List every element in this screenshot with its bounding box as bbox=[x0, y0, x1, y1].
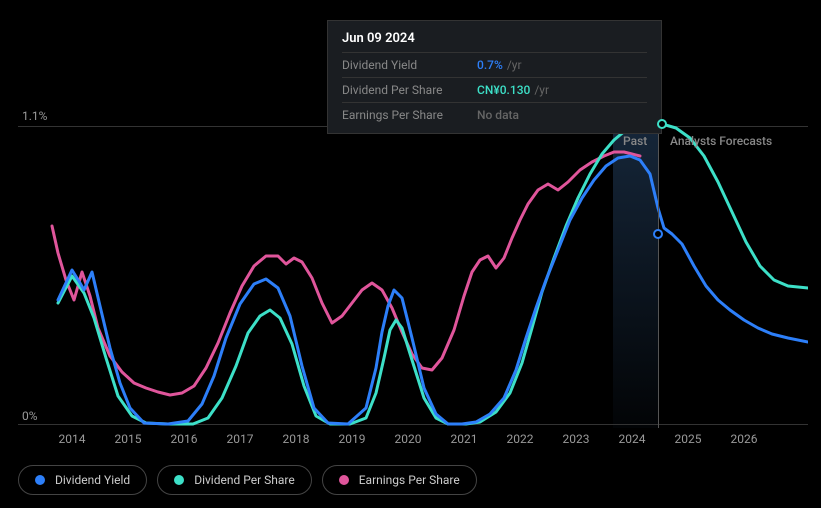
x-tick: 2025 bbox=[675, 432, 702, 446]
legend-item[interactable]: Dividend Yield bbox=[18, 465, 147, 495]
y-axis-max: 1.1% bbox=[22, 109, 47, 123]
legend-label: Dividend Per Share bbox=[194, 473, 295, 487]
chart-container: 1.1% 0% 2014 2015 2016 2017 2018 2019 2020 2021… bbox=[0, 0, 821, 508]
x-tick: 2024 bbox=[619, 432, 646, 446]
series-marker bbox=[653, 229, 663, 239]
legend-item[interactable]: Earnings Per Share bbox=[322, 465, 477, 495]
tooltip-row: Earnings Per ShareNo data bbox=[342, 102, 647, 127]
tooltip-row-label: Dividend Per Share bbox=[342, 83, 477, 97]
tooltip-row-unit: /yr bbox=[534, 83, 549, 97]
x-tick: 2016 bbox=[171, 432, 198, 446]
tooltip-row: Dividend Per ShareCN¥0.130/yr bbox=[342, 77, 647, 102]
tooltip-row-value: CN¥0.130 bbox=[477, 83, 530, 97]
legend-dot bbox=[339, 475, 349, 485]
x-tick: 2014 bbox=[59, 432, 86, 446]
x-tick: 2020 bbox=[395, 432, 422, 446]
legend-label: Earnings Per Share bbox=[359, 473, 460, 487]
x-tick: 2023 bbox=[563, 432, 590, 446]
legend-dot bbox=[35, 475, 45, 485]
past-forecast-divider bbox=[658, 108, 659, 428]
plot-area[interactable] bbox=[18, 108, 808, 428]
forecast-label: Analysts Forecasts bbox=[670, 134, 772, 148]
legend-label: Dividend Yield bbox=[55, 473, 130, 487]
x-tick: 2017 bbox=[227, 432, 254, 446]
x-axis: 2014 2015 2016 2017 2018 2019 2020 2021 2022 2023… bbox=[18, 432, 808, 452]
legend-item[interactable]: Dividend Per Share bbox=[157, 465, 312, 495]
x-tick: 2015 bbox=[115, 432, 142, 446]
tooltip-row-value: 0.7% bbox=[477, 58, 503, 72]
tooltip-row-label: Earnings Per Share bbox=[342, 108, 477, 122]
x-tick: 2021 bbox=[451, 432, 478, 446]
y-axis-min: 0% bbox=[22, 409, 38, 423]
legend-dot bbox=[174, 475, 184, 485]
chart-svg bbox=[18, 108, 808, 428]
tooltip-date: Jun 09 2024 bbox=[342, 31, 647, 52]
legend: Dividend Yield Dividend Per Share Earnings… bbox=[18, 465, 477, 495]
tooltip: Jun 09 2024 Dividend Yield0.7%/yrDividen… bbox=[327, 20, 662, 134]
tooltip-row-unit: /yr bbox=[507, 58, 522, 72]
series-marker bbox=[657, 119, 667, 129]
x-tick: 2026 bbox=[731, 432, 758, 446]
x-tick: 2022 bbox=[507, 432, 534, 446]
tooltip-row-label: Dividend Yield bbox=[342, 58, 477, 72]
tooltip-row-value: No data bbox=[477, 108, 519, 122]
x-tick: 2019 bbox=[339, 432, 366, 446]
x-tick: 2018 bbox=[283, 432, 310, 446]
past-label: Past bbox=[623, 134, 647, 148]
tooltip-row: Dividend Yield0.7% /yr bbox=[342, 52, 647, 77]
